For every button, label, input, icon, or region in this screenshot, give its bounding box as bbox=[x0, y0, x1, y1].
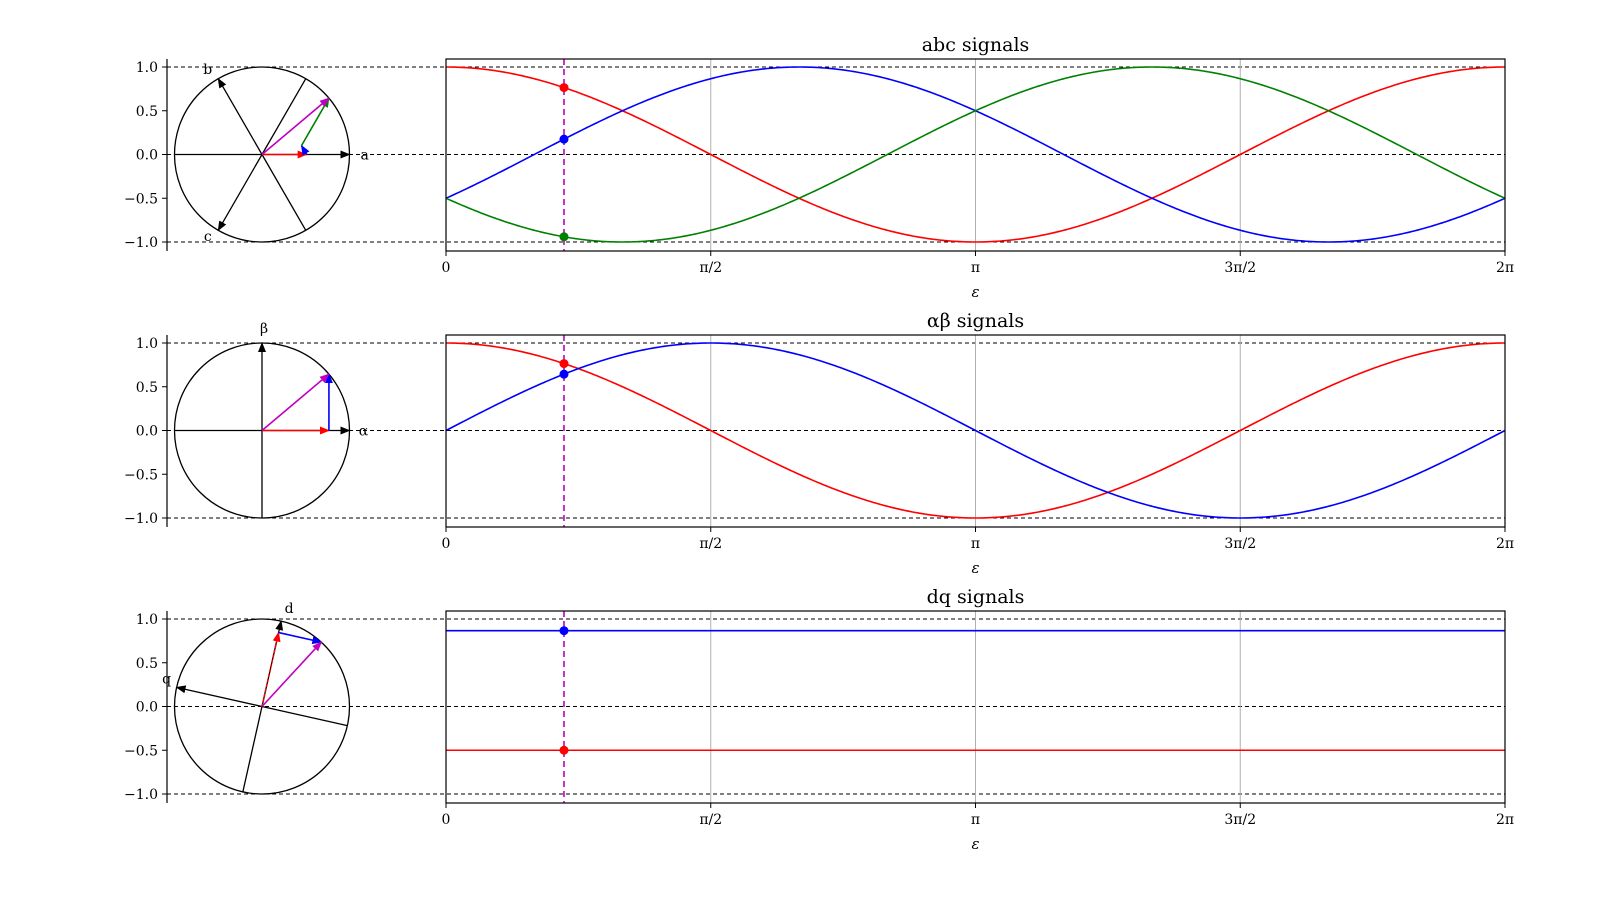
chart-title: αβ signals bbox=[927, 310, 1024, 332]
y-tick-label: −1.0 bbox=[124, 511, 158, 527]
cursor-point-1 bbox=[559, 83, 569, 93]
q-axis-back bbox=[261, 705, 348, 727]
panel-abc: 1.0 0.5 0.0 −0.5 −1.0 0 π/2 π 3π/2 2π abc signals ε… bbox=[124, 34, 1514, 301]
chart-title: dq signals bbox=[927, 586, 1025, 608]
y-tick-label: 0.5 bbox=[136, 104, 158, 120]
phasor-axis-label: c bbox=[204, 229, 212, 245]
phasor-resultant bbox=[261, 373, 330, 432]
y-tick-label: 0.5 bbox=[136, 656, 158, 672]
x-axis-label: ε bbox=[971, 283, 979, 301]
cursor-point-1 bbox=[559, 359, 569, 369]
phasor-resultant bbox=[261, 97, 330, 156]
x-tick-label: π bbox=[971, 536, 980, 552]
phasor-axis-label: d bbox=[285, 601, 294, 617]
phasor-axis-label: b bbox=[203, 62, 212, 78]
x-tick-label: π bbox=[971, 812, 980, 828]
y-tick-label: 0.5 bbox=[136, 380, 158, 396]
series-line-2 bbox=[445, 342, 1506, 519]
y-tick-label: 0.0 bbox=[136, 148, 158, 164]
x-tick-label: 3π/2 bbox=[1224, 812, 1256, 828]
y-tick-label: −0.5 bbox=[124, 467, 158, 483]
cursor-point-2 bbox=[559, 134, 569, 144]
x-tick-label: 0 bbox=[442, 260, 451, 276]
series-line-3 bbox=[445, 66, 1506, 243]
axis-c-arrow bbox=[217, 154, 263, 232]
y-tick-label: 1.0 bbox=[136, 60, 158, 76]
y-tick-label: −1.0 bbox=[124, 235, 158, 251]
x-tick-label: 3π/2 bbox=[1224, 260, 1256, 276]
x-tick-label: 2π bbox=[1496, 260, 1514, 276]
phasor-axis-label: α bbox=[359, 424, 369, 440]
axis-b-arrow bbox=[217, 77, 263, 155]
x-axis-label: ε bbox=[971, 559, 979, 577]
cursor-point-3 bbox=[559, 232, 569, 242]
x-tick-label: 3π/2 bbox=[1224, 536, 1256, 552]
phasor-resultant bbox=[261, 641, 322, 708]
y-tick-label: 1.0 bbox=[136, 336, 158, 352]
axis-c-back bbox=[261, 78, 307, 155]
phasor-circle bbox=[173, 618, 351, 795]
x-tick-label: π bbox=[971, 260, 980, 276]
x-tick-label: π/2 bbox=[699, 812, 722, 828]
x-tick-label: 0 bbox=[442, 812, 451, 828]
phasor-axis-label: q bbox=[162, 671, 171, 687]
x-tick-label: 2π bbox=[1496, 812, 1514, 828]
y-tick-label: 0.0 bbox=[136, 424, 158, 440]
x-tick-label: π/2 bbox=[699, 536, 722, 552]
cursor-point-2 bbox=[559, 369, 569, 379]
x-tick-label: 2π bbox=[1496, 536, 1514, 552]
panel-ab: 1.0 0.5 0.0 −0.5 −1.0 0 π/2 π 3π/2 2π αβ signals ε α… bbox=[124, 310, 1514, 577]
x-axis-label: ε bbox=[971, 835, 979, 853]
phasor-q bbox=[278, 631, 323, 645]
phasor-b bbox=[300, 144, 310, 156]
panel-dq: 1.0 0.5 0.0 −0.5 −1.0 0 π/2 π 3π/2 2π dq signals ε d… bbox=[124, 586, 1514, 853]
phasor-d bbox=[261, 631, 281, 707]
x-tick-label: 0 bbox=[442, 536, 451, 552]
phasor-axis-label: a bbox=[360, 148, 368, 164]
phasor-c bbox=[300, 97, 330, 147]
d-axis-arrow bbox=[261, 620, 284, 707]
axis-b-back bbox=[261, 154, 307, 231]
y-tick-label: 1.0 bbox=[136, 612, 158, 628]
chart-title: abc signals bbox=[922, 34, 1030, 56]
x-tick-label: π/2 bbox=[699, 260, 722, 276]
q-axis-arrow bbox=[175, 685, 263, 708]
cursor-point-1 bbox=[559, 626, 569, 636]
series-line-1 bbox=[445, 342, 1506, 519]
y-tick-label: −0.5 bbox=[124, 743, 158, 759]
cursor-point-2 bbox=[559, 745, 569, 755]
d-axis-back bbox=[242, 706, 263, 793]
y-tick-label: 0.0 bbox=[136, 700, 158, 716]
y-tick-label: −1.0 bbox=[124, 787, 158, 803]
phasor-axis-label: β bbox=[260, 321, 268, 337]
y-tick-label: −0.5 bbox=[124, 191, 158, 207]
